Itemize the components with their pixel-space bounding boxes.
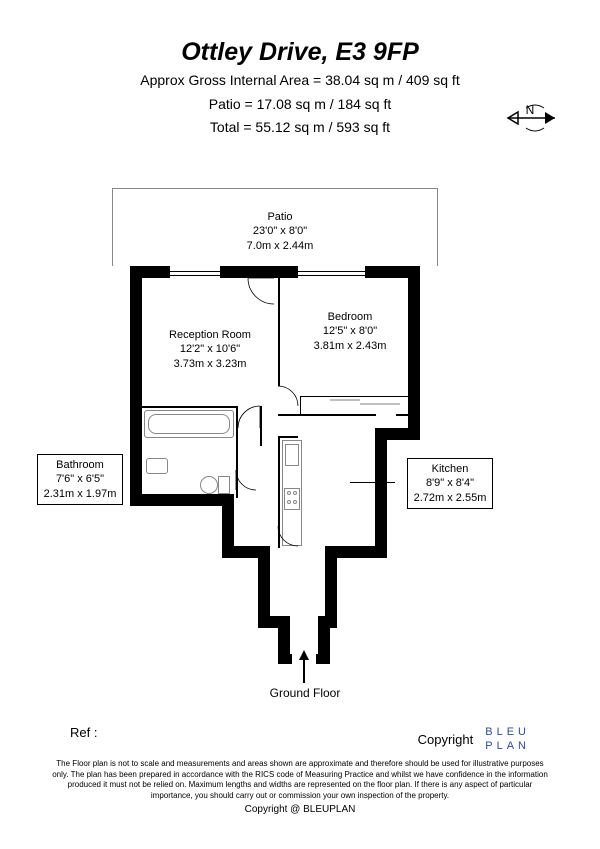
page-title: Ottley Drive, E3 9FP: [0, 38, 600, 67]
room-dim: 2.72m x 2.55m: [414, 491, 487, 505]
patio-label: Patio 23'0" x 8'0" 7.0m x 2.44m: [220, 210, 340, 253]
kitchen-label: Kitchen 8'9" x 8'4" 2.72m x 2.55m: [395, 458, 505, 509]
room-dim: 12'5" x 8'0": [300, 324, 400, 338]
floor-plan: Patio 23'0" x 8'0" 7.0m x 2.44m Receptio…: [100, 188, 500, 688]
ref-label: Ref :: [70, 725, 97, 754]
logo: BLEU PLAN: [485, 725, 530, 754]
reception-label: Reception Room 12'2" x 10'6" 3.73m x 3.2…: [150, 328, 270, 371]
floor-label: Ground Floor: [255, 686, 355, 700]
door-arcs: [100, 188, 500, 688]
compass-icon: N: [500, 98, 570, 143]
room-name: Patio: [220, 210, 340, 224]
room-name: Bathroom: [44, 458, 117, 472]
area-line: Approx Gross Internal Area = 38.04 sq m …: [0, 71, 600, 91]
bathroom-label: Bathroom 7'6" x 6'5" 2.31m x 1.97m: [30, 454, 130, 505]
room-dim: 2.31m x 1.97m: [44, 487, 117, 501]
logo-line: PLAN: [485, 740, 530, 752]
logo-line: BLEU: [485, 726, 530, 738]
disclaimer: The Floor plan is not to scale and measu…: [0, 759, 600, 801]
room-dim: 23'0" x 8'0": [220, 224, 340, 238]
leader-line: [350, 482, 395, 483]
room-dim: 3.73m x 3.23m: [150, 357, 270, 371]
room-name: Kitchen: [414, 462, 487, 476]
room-dim: 8'9" x 8'4": [414, 476, 487, 490]
footer-row: Ref : Copyright BLEU PLAN: [0, 725, 600, 754]
copyright-label: Copyright: [418, 732, 474, 747]
room-name: Reception Room: [150, 328, 270, 342]
room-dim: 7.0m x 2.44m: [220, 239, 340, 253]
room-dim: 3.81m x 2.43m: [300, 339, 400, 353]
bedroom-label: Bedroom 12'5" x 8'0" 3.81m x 2.43m: [300, 310, 400, 353]
room-name: Bedroom: [300, 310, 400, 324]
copyright-line: Copyright @ BLEUPLAN: [0, 804, 600, 815]
room-dim: 12'2" x 10'6": [150, 342, 270, 356]
footer: Ref : Copyright BLEU PLAN The Floor plan…: [0, 725, 600, 815]
room-dim: 7'6" x 6'5": [44, 472, 117, 486]
